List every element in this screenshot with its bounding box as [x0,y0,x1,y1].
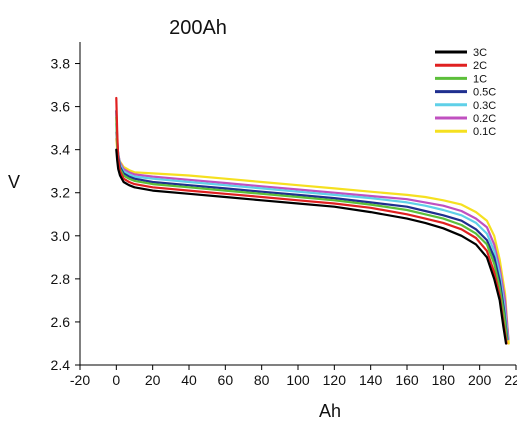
x-tick-label: 20 [145,372,161,388]
x-tick-label: 180 [432,372,456,388]
x-tick-label: 120 [323,372,347,388]
series-line-0.1C [115,137,510,345]
legend-label-0.2C: 0.2C [473,113,496,125]
y-tick-label: 2.8 [51,271,71,287]
legend-label-1C: 1C [473,73,487,85]
x-tick-label: 220 [504,372,517,388]
legend-label-2C: 2C [473,60,487,72]
x-tick-label: -20 [70,372,90,388]
x-axis-title: Ah [319,401,341,421]
series-line-1C [115,116,508,341]
y-tick-label: 3.4 [51,142,71,158]
y-tick-label: 3.2 [51,185,71,201]
x-tick-label: 100 [286,372,310,388]
y-axis-title: V [8,172,20,192]
y-tick-label: 2.6 [51,314,71,330]
legend-label-0.3C: 0.3C [473,100,496,112]
plot-area [115,96,510,345]
x-tick-label: 140 [359,372,383,388]
x-tick-label: 40 [181,372,197,388]
series-line-2C [115,96,508,345]
legend-label-0.5C: 0.5C [473,87,496,99]
x-tick-label: 80 [254,372,270,388]
x-tick-label: 200 [468,372,492,388]
y-tick-label: 3.6 [51,99,71,115]
y-tick-label: 3.0 [51,228,71,244]
chart-title: 200Ah [169,17,227,39]
y-tick-label: 2.4 [51,357,71,373]
x-tick-label: 160 [395,372,419,388]
y-tick-label: 3.8 [51,56,71,72]
axes: 2.4 2.6 2.8 3.0 3.2 3.4 3.6 3.8 -20 0 20 40 60 80 100 1… [51,42,517,388]
legend-label-0.1C: 0.1C [473,126,496,138]
series-line-0.2C [115,131,510,341]
series-line-3C [115,148,508,345]
x-tick-label: 60 [218,372,234,388]
legend-label-3C: 3C [473,47,487,59]
x-tick-label: 0 [112,372,120,388]
